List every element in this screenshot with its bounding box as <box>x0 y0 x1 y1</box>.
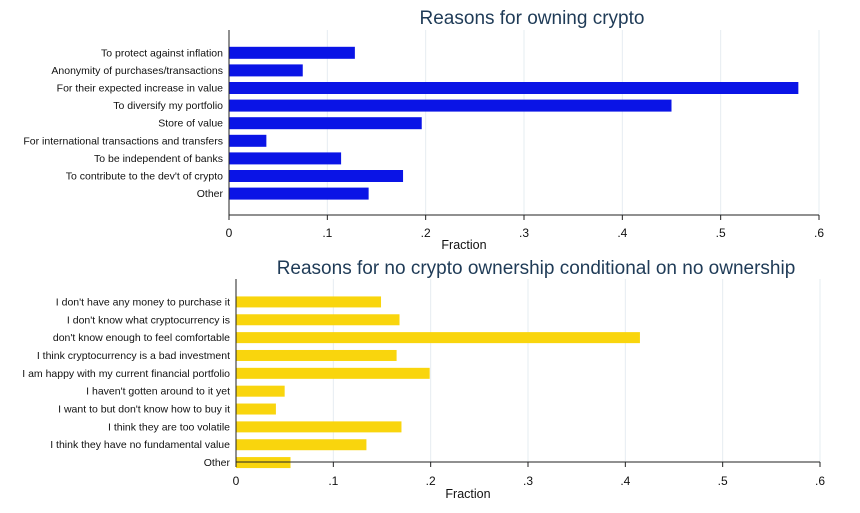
bar-no-ownership <box>236 403 276 415</box>
bar-owning <box>229 187 369 200</box>
x-tick-label-no-ownership: .6 <box>815 474 825 488</box>
category-label-owning: Anonymity of purchases/transactions <box>51 65 223 77</box>
x-axis-label-no-ownership: Fraction <box>445 487 490 501</box>
bar-owning <box>229 46 355 59</box>
bar-owning <box>229 64 303 77</box>
category-label-no-ownership: I am happy with my current financial por… <box>22 368 230 380</box>
bar-no-ownership <box>236 314 400 326</box>
category-label-owning: For their expected increase in value <box>57 83 223 95</box>
x-tick-label-no-ownership: .5 <box>718 474 728 488</box>
x-tick-label-no-ownership: .4 <box>620 474 630 488</box>
x-tick-label-no-ownership: .2 <box>426 474 436 488</box>
category-label-owning: To contribute to the dev't of crypto <box>66 171 223 183</box>
x-tick-label-owning: .5 <box>716 226 726 240</box>
bar-owning <box>229 134 267 147</box>
category-label-no-ownership: I don't know what cryptocurrency is <box>67 314 230 326</box>
bar-no-ownership <box>236 296 382 308</box>
category-label-owning: To be independent of banks <box>94 153 223 165</box>
bar-no-ownership <box>236 349 397 361</box>
bar-owning <box>229 82 799 94</box>
category-label-owning: Other <box>197 188 224 200</box>
category-label-no-ownership: I haven't gotten around to it yet <box>86 386 230 398</box>
category-label-no-ownership: I don't have any money to purchase it <box>56 296 230 308</box>
bar-owning <box>229 99 672 112</box>
x-tick-label-no-ownership: 0 <box>233 474 240 488</box>
category-label-no-ownership: I think cryptocurrency is a bad investme… <box>37 350 230 362</box>
category-label-no-ownership: I want to but don't know how to buy it <box>58 404 230 416</box>
bar-no-ownership <box>236 332 640 344</box>
x-tick-label-owning: .4 <box>617 226 627 240</box>
x-tick-label-owning: .1 <box>322 226 332 240</box>
category-label-no-ownership: don't know enough to feel comfortable <box>53 332 230 344</box>
x-tick-label-owning: 0 <box>226 226 233 240</box>
bar-no-ownership <box>236 421 402 433</box>
x-tick-label-owning: .6 <box>814 226 824 240</box>
category-label-owning: For international transactions and trans… <box>23 135 223 147</box>
category-label-no-ownership: I think they are too volatile <box>108 421 230 433</box>
bar-no-ownership <box>236 385 285 397</box>
x-tick-label-no-ownership: .3 <box>523 474 533 488</box>
x-tick-label-no-ownership: .1 <box>328 474 338 488</box>
x-tick-label-owning: .3 <box>519 226 529 240</box>
bar-owning <box>229 170 404 182</box>
category-label-no-ownership: I think they have no fundamental value <box>50 439 230 451</box>
chart-title-owning: Reasons for owning crypto <box>420 8 645 29</box>
category-label-owning: To diversify my portfolio <box>113 100 223 112</box>
chart-title-no-ownership: Reasons for no crypto ownership conditio… <box>277 258 796 279</box>
x-axis-label-owning: Fraction <box>441 238 486 252</box>
x-tick-label-owning: .2 <box>421 226 431 240</box>
bar-owning <box>229 117 422 130</box>
category-label-no-ownership: Other <box>204 457 231 469</box>
bar-no-ownership <box>236 457 291 469</box>
bar-no-ownership <box>236 439 367 451</box>
bar-owning <box>229 152 342 165</box>
category-label-owning: Store of value <box>158 118 223 130</box>
category-label-owning: To protect against inflation <box>101 47 223 59</box>
bar-no-ownership <box>236 367 430 379</box>
